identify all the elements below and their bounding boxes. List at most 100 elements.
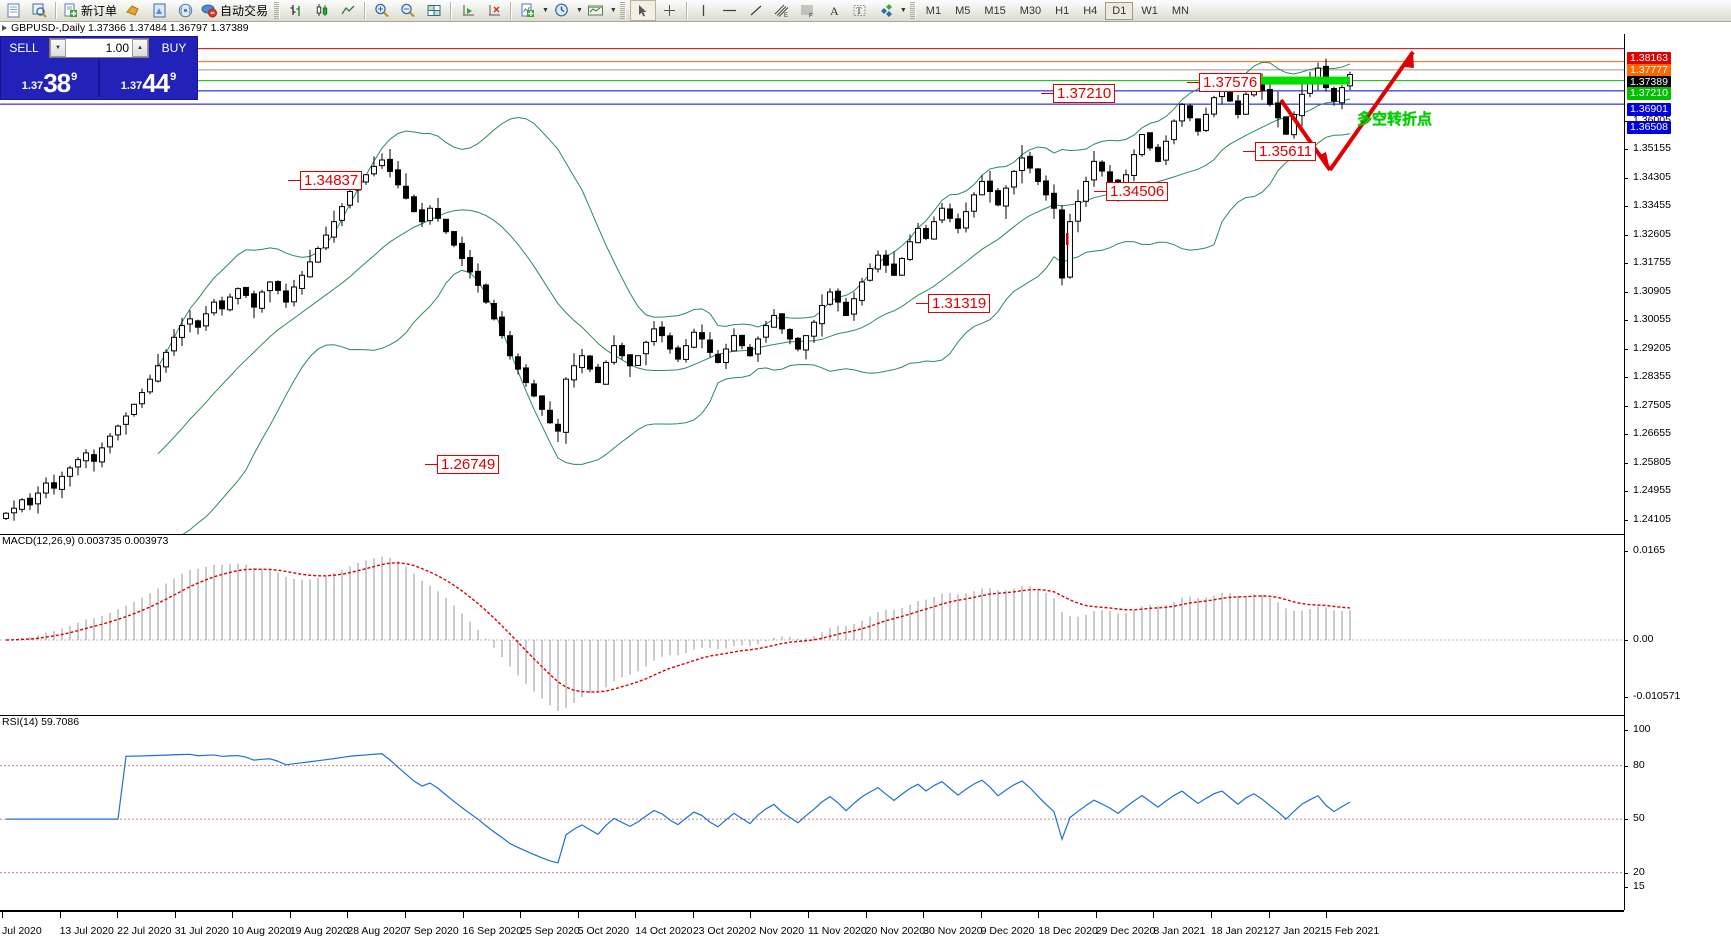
macd-canvas[interactable] bbox=[0, 535, 1624, 715]
annotation-137210[interactable]: 1.37210 bbox=[1053, 84, 1116, 103]
main-toolbar: 新订单 自动交易 ▼ ▼ bbox=[0, 0, 1731, 22]
objects-icon[interactable] bbox=[874, 1, 898, 20]
new-order-button[interactable]: 新订单 bbox=[61, 1, 119, 20]
resistance-line-tag[interactable]: 1.38163 bbox=[1627, 52, 1671, 65]
market-watch-icon[interactable] bbox=[121, 1, 145, 20]
timeframe-d1[interactable]: D1 bbox=[1105, 1, 1134, 20]
text-icon[interactable]: A bbox=[822, 1, 846, 20]
buy-price-prefix: 1.37 bbox=[120, 80, 143, 92]
toolbar-divider-5 bbox=[685, 2, 688, 19]
indicators-icon[interactable] bbox=[516, 1, 540, 20]
signals-icon[interactable] bbox=[173, 1, 197, 20]
chart-expand-icon[interactable] bbox=[2, 25, 7, 31]
annotation-137576[interactable]: 1.37576 bbox=[1199, 73, 1262, 92]
timeframe-m30[interactable]: M30 bbox=[1019, 4, 1042, 17]
macd-label: MACD(12,26,9) 0.003735 0.003973 bbox=[2, 535, 169, 547]
blue-line-tag[interactable]: 1.36901 bbox=[1627, 103, 1671, 116]
horizontal-line-icon[interactable] bbox=[718, 1, 742, 20]
time-axis-tick bbox=[1268, 912, 1270, 918]
chevron-down-icon-2[interactable]: ▼ bbox=[575, 7, 583, 14]
period-icon[interactable] bbox=[550, 1, 574, 20]
buy-button-label[interactable]: BUY bbox=[161, 41, 187, 55]
timeframe-h4[interactable]: H4 bbox=[1083, 4, 1098, 17]
timeframe-mn[interactable]: MN bbox=[1171, 4, 1189, 17]
zoom-in-icon[interactable] bbox=[370, 1, 394, 20]
macd-pane[interactable]: MACD(12,26,9) 0.003735 0.003973 bbox=[0, 535, 1624, 716]
templates-icon[interactable] bbox=[584, 1, 608, 20]
toolbar-grip-3[interactable] bbox=[909, 2, 916, 19]
price-pane[interactable]: 1.34837 1.26749 1.31319 1.34506 1.37210 1.375… bbox=[0, 34, 1624, 535]
chart-shift-icon[interactable] bbox=[456, 1, 480, 20]
timeframe-group: M1 M5 M15 M30 H1 H4 D1 W1 MN bbox=[919, 1, 1196, 20]
timeframe-w1[interactable]: W1 bbox=[1141, 4, 1158, 17]
vertical-line-icon[interactable] bbox=[692, 1, 716, 20]
annotation-134837-leader bbox=[288, 180, 300, 181]
price-scale-tick bbox=[1625, 234, 1628, 236]
annotation-chinese-turning-point[interactable]: 多空转折点 bbox=[1357, 111, 1433, 128]
text-label-icon[interactable]: T bbox=[848, 1, 872, 20]
time-axis-label: 20 Nov 2020 bbox=[865, 925, 926, 937]
equidistant-channel-icon[interactable]: E bbox=[770, 1, 794, 20]
timeframe-m1[interactable]: M1 bbox=[925, 4, 942, 17]
time-axis-tick bbox=[807, 912, 809, 918]
trendline-icon[interactable] bbox=[744, 1, 768, 20]
chart-area[interactable]: 1.34837 1.26749 1.31319 1.34506 1.37210 1.375… bbox=[0, 34, 1731, 944]
fibonacci-icon[interactable]: F bbox=[796, 1, 820, 20]
volume-stepper[interactable]: ▼ 1.00 ▲ bbox=[49, 38, 149, 58]
tile-windows-icon[interactable] bbox=[422, 1, 446, 20]
chevron-down-icon-3[interactable]: ▼ bbox=[609, 7, 617, 14]
zoom-out-icon[interactable] bbox=[396, 1, 420, 20]
orange-line-tag[interactable]: 1.37777 bbox=[1627, 64, 1671, 77]
price-scale-tick bbox=[1625, 320, 1628, 322]
volume-value[interactable]: 1.00 bbox=[105, 41, 129, 55]
bar-chart-icon[interactable] bbox=[284, 1, 308, 20]
annotation-134506[interactable]: 1.34506 bbox=[1106, 182, 1169, 201]
chevron-down-icon[interactable]: ▼ bbox=[542, 7, 549, 14]
price-chart-canvas[interactable] bbox=[0, 34, 1624, 534]
line-chart-icon[interactable] bbox=[336, 1, 360, 20]
bid-price-tag[interactable]: 1.37389 bbox=[1627, 76, 1671, 89]
time-axis-label: 18 Dec 2020 bbox=[1038, 925, 1098, 937]
sell-price-button[interactable]: 1.37 38 9 bbox=[1, 59, 98, 97]
rsi-pane[interactable]: RSI(14) 59.7086 bbox=[0, 716, 1624, 911]
price-scale-label: 1.30905 bbox=[1633, 284, 1671, 297]
timeframe-h1[interactable]: H1 bbox=[1055, 4, 1070, 17]
green-line-tag[interactable]: 1.37210 bbox=[1627, 87, 1671, 100]
blue-line-2-tag[interactable]: 1.36508 bbox=[1627, 121, 1671, 134]
annotation-126749-leader bbox=[425, 464, 437, 465]
time-axis-label: 11 Nov 2020 bbox=[807, 925, 867, 937]
annotation-131319[interactable]: 1.31319 bbox=[928, 294, 991, 313]
terminal-icon[interactable] bbox=[1, 1, 25, 20]
timeframe-m5[interactable]: M5 bbox=[955, 4, 971, 17]
annotation-137576-leader bbox=[1187, 82, 1199, 83]
annotation-135611[interactable]: 1.35611 bbox=[1255, 142, 1317, 161]
navigator-icon[interactable] bbox=[147, 1, 171, 20]
volume-increment-icon[interactable]: ▲ bbox=[132, 39, 148, 57]
chevron-down-icon-4[interactable]: ▼ bbox=[899, 7, 907, 14]
sell-button-label[interactable]: SELL bbox=[9, 41, 39, 55]
time-axis-label: 2 Nov 2020 bbox=[750, 925, 805, 937]
rsi-scale-label: 100 bbox=[1633, 723, 1651, 735]
buy-price-button[interactable]: 1.37 44 9 bbox=[100, 59, 197, 97]
timeframe-m15[interactable]: M15 bbox=[984, 4, 1006, 17]
data-window-icon[interactable] bbox=[27, 1, 51, 20]
volume-decrement-icon[interactable]: ▼ bbox=[50, 39, 66, 57]
time-axis-tick bbox=[750, 912, 752, 918]
time-axis-tick bbox=[520, 912, 522, 918]
annotation-126749[interactable]: 1.26749 bbox=[437, 455, 500, 474]
time-axis-label: 27 Jan 2021 bbox=[1268, 925, 1327, 937]
toolbar-grip-2[interactable] bbox=[619, 2, 626, 19]
annotation-134837[interactable]: 1.34837 bbox=[300, 171, 363, 190]
candlestick-chart-icon[interactable] bbox=[310, 1, 334, 20]
crosshair-icon[interactable] bbox=[658, 1, 682, 20]
cursor-icon[interactable] bbox=[629, 0, 656, 21]
macd-scale-tick bbox=[1625, 697, 1628, 698]
rsi-canvas[interactable] bbox=[0, 716, 1624, 910]
toolbar-divider bbox=[55, 2, 57, 19]
price-scale[interactable]: 0.0165 0.00 -0.010571 100 80 50 20 15 1.36005 1.3… bbox=[1624, 34, 1731, 910]
sell-price-prefix: 1.37 bbox=[21, 80, 44, 92]
auto-scroll-icon[interactable] bbox=[482, 1, 506, 20]
autotrading-button[interactable]: 自动交易 bbox=[199, 1, 270, 20]
price-scale-tick bbox=[1625, 462, 1628, 464]
toolbar-grip[interactable] bbox=[274, 2, 281, 19]
